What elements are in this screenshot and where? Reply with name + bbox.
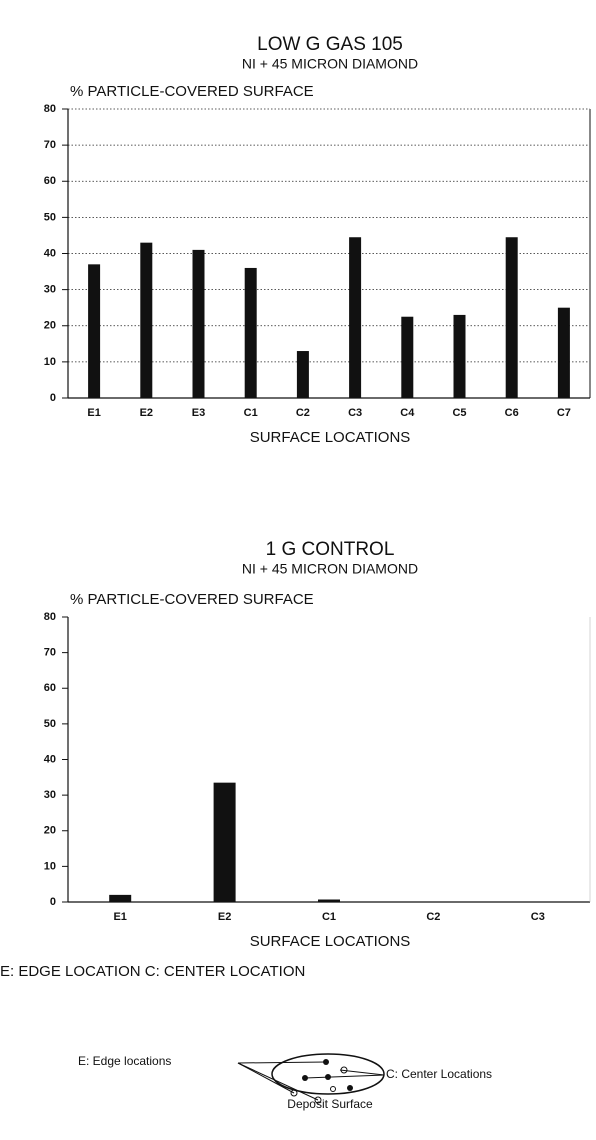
y-tick-label: 60 <box>44 175 56 187</box>
footnote: E: EDGE LOCATION C: CENTER LOCATION <box>0 963 305 980</box>
y-tick-label: 30 <box>44 789 56 801</box>
diagram-caption: Deposit Surface <box>287 1097 373 1111</box>
bar <box>245 268 257 398</box>
center-label: C: Center Locations <box>386 1067 492 1081</box>
chart-title: LOW G GAS 105 <box>257 34 403 55</box>
x-tick-label: C1 <box>244 407 258 419</box>
x-tick-label: E2 <box>140 407 153 419</box>
bar <box>558 308 570 398</box>
y-tick-label: 20 <box>44 825 56 837</box>
y-tick-label: 30 <box>44 284 56 296</box>
chart-subtitle: NI + 45 MICRON DIAMOND <box>242 561 418 577</box>
deposit-diagram: E: Edge locations C: Center Locations De… <box>78 1054 492 1111</box>
x-tick-label: E1 <box>87 407 100 419</box>
page: E: EDGE LOCATION C: CENTER LOCATION E: E… <box>0 0 596 1140</box>
bar <box>140 243 152 398</box>
pointer <box>238 1062 326 1063</box>
bar <box>193 250 205 398</box>
chart-title: 1 G CONTROL <box>266 539 395 560</box>
y-axis-label: % PARTICLE-COVERED SURFACE <box>70 83 314 100</box>
edge-label: E: Edge locations <box>78 1054 171 1068</box>
bar <box>506 237 518 398</box>
y-tick-label: 10 <box>44 356 56 368</box>
x-tick-label: C7 <box>557 407 571 419</box>
x-axis-label: SURFACE LOCATIONS <box>250 933 411 950</box>
y-tick-label: 50 <box>44 718 56 730</box>
x-tick-label: C6 <box>505 407 519 419</box>
x-tick-label: C2 <box>296 407 310 419</box>
y-tick-label: 20 <box>44 320 56 332</box>
pointer <box>238 1063 294 1093</box>
chart-subtitle: NI + 45 MICRON DIAMOND <box>242 56 418 72</box>
x-axis-label: SURFACE LOCATIONS <box>250 429 411 446</box>
y-tick-label: 40 <box>44 753 56 765</box>
x-tick-label: E1 <box>113 911 126 923</box>
dot <box>325 1074 331 1080</box>
bar <box>297 351 309 398</box>
y-tick-label: 50 <box>44 211 56 223</box>
y-tick-label: 10 <box>44 860 56 872</box>
bar <box>318 900 340 902</box>
x-tick-label: C2 <box>426 911 440 923</box>
dot <box>331 1087 336 1092</box>
bar <box>454 315 466 398</box>
dot <box>302 1075 308 1081</box>
dot <box>347 1085 353 1091</box>
x-tick-label: C5 <box>452 407 466 419</box>
y-tick-label: 60 <box>44 682 56 694</box>
bar <box>109 895 131 902</box>
dot <box>323 1059 329 1065</box>
y-tick-label: 70 <box>44 139 56 151</box>
y-tick-label: 80 <box>44 611 56 623</box>
y-axis-label: % PARTICLE-COVERED SURFACE <box>70 591 314 608</box>
bar <box>401 317 413 398</box>
y-tick-label: 80 <box>44 103 56 115</box>
bar <box>214 783 236 902</box>
x-tick-label: E3 <box>192 407 205 419</box>
bar <box>349 237 361 398</box>
bar <box>88 264 100 398</box>
x-tick-label: C4 <box>400 407 415 419</box>
figure: E: EDGE LOCATION C: CENTER LOCATION E: E… <box>0 0 596 1140</box>
y-tick-label: 40 <box>44 247 56 259</box>
x-tick-label: E2 <box>218 911 231 923</box>
pointer <box>238 1063 318 1100</box>
y-tick-label: 70 <box>44 647 56 659</box>
x-tick-label: C1 <box>322 911 336 923</box>
pointer <box>305 1075 384 1078</box>
y-tick-label: 0 <box>50 896 56 908</box>
y-tick-label: 0 <box>50 392 56 404</box>
x-tick-label: C3 <box>348 407 362 419</box>
x-tick-label: C3 <box>531 911 545 923</box>
